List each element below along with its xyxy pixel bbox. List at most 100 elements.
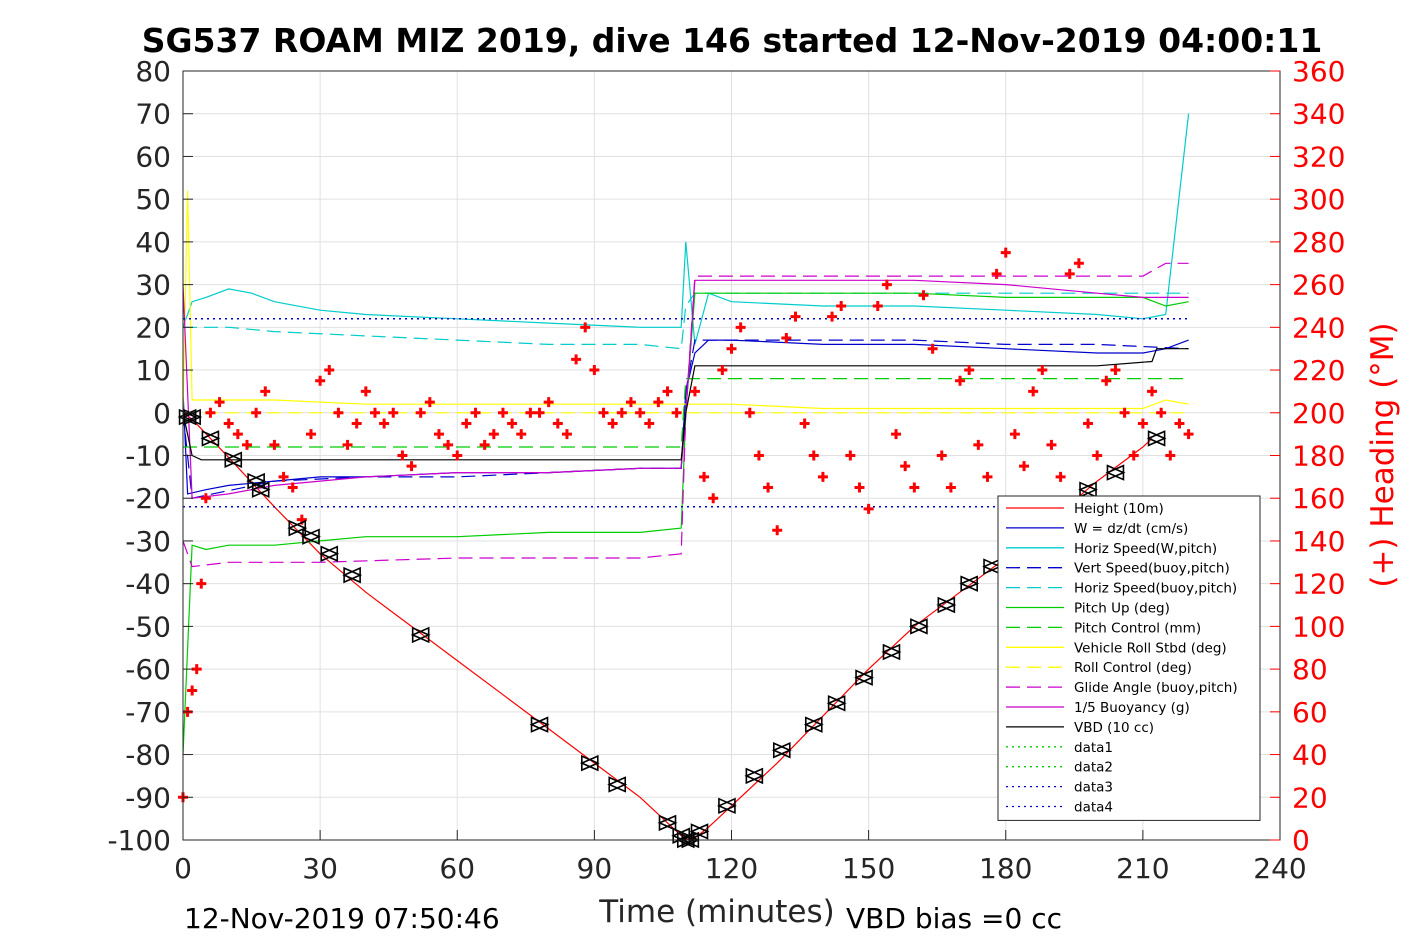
depth-marker [287,519,308,537]
heading-point [726,343,737,354]
legend-label: Horiz Speed(buoy,pitch) [1074,581,1237,597]
y2-tick-label: 300 [1292,183,1345,216]
y2-tick-label: 40 [1292,739,1328,772]
x-tick-label: 150 [842,852,895,885]
heading-point [580,322,591,333]
series-line [182,339,1189,499]
y2-tick-label: 100 [1292,610,1345,643]
heading-point [1147,386,1158,397]
heading-point [1055,471,1066,482]
heading-point [881,279,892,290]
heading-point [1046,439,1057,450]
y-tick-label: 60 [135,140,171,173]
heading-point [424,397,435,408]
heading-point [507,418,518,429]
heading-point [1156,407,1167,418]
ticks: 0 30 60 90 120 150 180 210 240-100-90-80-70-60-5… [107,55,1345,885]
heading-point [1083,418,1094,429]
x-tick-label: 30 [302,852,338,885]
heading-point [982,471,993,482]
y2-tick-label: 120 [1292,568,1345,601]
heading-point [625,397,636,408]
heading-point [516,429,527,440]
heading-point [735,322,746,333]
y2-tick-label: 320 [1292,140,1345,173]
heading-point [241,439,252,450]
heading-point [324,365,335,376]
legend-label: data1 [1074,740,1113,756]
depth-marker [250,481,271,498]
depth-marker [771,742,792,759]
y-tick-label: 20 [135,311,171,344]
heading-point [845,450,856,461]
y2-tick-label: 340 [1292,98,1345,131]
heading-point [854,482,865,493]
y-tick-label: 0 [153,397,171,430]
depth-marker [319,545,340,562]
depth-marker [826,695,847,712]
heading-point [406,461,417,472]
heading-point [909,482,920,493]
x-tick-label: 210 [1116,852,1169,885]
heading-point [900,461,911,472]
heading-point [781,333,792,344]
heading-point [1128,450,1139,461]
heading-point [379,418,390,429]
heading-point [287,482,298,493]
heading-point [571,354,582,365]
depth-marker [881,643,902,661]
heading-point [790,311,801,322]
depth-marker [744,767,765,785]
heading-point [653,397,664,408]
heading-point [836,300,847,311]
x-tick-label: 90 [577,852,613,885]
legend: Height (10m) W = dz/dt (cm/s) Horiz Speed(… [997,495,1261,821]
y-tick-label: -60 [125,653,171,686]
heading-point [607,418,618,429]
y2-tick-label: 80 [1292,653,1328,686]
depth-marker [1146,430,1167,447]
heading-point [1137,418,1148,429]
heading-point [388,407,399,418]
depth-marker [200,430,221,447]
heading-point [461,418,472,429]
heading-point [863,503,874,514]
heading-point [196,578,207,589]
legend-label: Vert Speed(buoy,pitch) [1074,561,1230,577]
depth-marker [529,716,550,733]
depth-marker [854,669,875,686]
heading-point [717,365,728,376]
heading-point [214,397,225,408]
heading-point [1110,365,1121,376]
heading-point [927,343,938,354]
depth-marker [1105,464,1126,481]
heading-point [635,407,646,418]
heading-point [552,418,563,429]
y2-tick-label: 160 [1292,482,1345,515]
heading-point [662,386,673,397]
heading-point [945,482,956,493]
heading-point [891,429,902,440]
x-tick-label: 180 [979,852,1032,885]
y2-tick-label: 360 [1292,55,1345,88]
series-line [182,292,1189,755]
heading-point [488,429,499,440]
y-tick-label: -100 [107,824,171,857]
legend-label: VBD (10 cc) [1074,720,1154,736]
x-tick-label: 60 [439,852,475,885]
y-tick-label: -40 [125,568,171,601]
legend-label: Pitch Control (mm) [1074,620,1201,636]
heading-point [1101,375,1112,386]
heading-point [205,407,216,418]
x-tick-label: 0 [174,852,192,885]
legend-label: Roll Control (deg) [1074,660,1192,676]
legend-label: data3 [1074,780,1113,796]
heading-point [964,365,975,376]
heading-point [452,450,463,461]
heading-point [1028,386,1039,397]
y2-axis-label: (+) Heading (°M) [1365,322,1401,587]
heading-point [827,311,838,322]
depth-marker [300,528,321,545]
heading-point [269,439,280,450]
series-line [182,190,1189,413]
